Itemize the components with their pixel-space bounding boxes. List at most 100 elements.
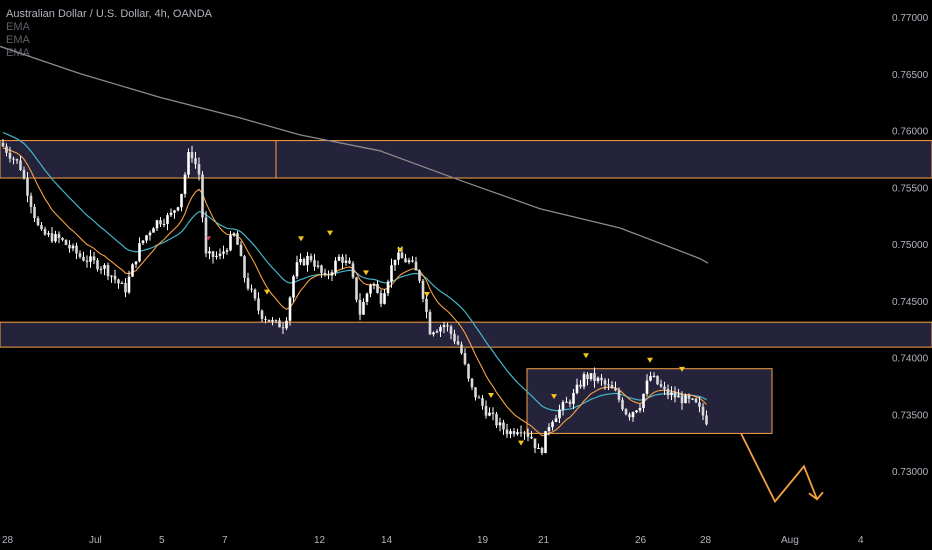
candle-body — [288, 297, 292, 321]
candle-body — [54, 234, 57, 242]
projection-arrowhead — [808, 491, 824, 501]
y-tick-label: 0.73000 — [892, 467, 929, 478]
candle-body — [558, 409, 561, 419]
candle-body — [337, 256, 341, 261]
candle-body — [579, 384, 582, 387]
candle-body — [621, 399, 624, 410]
fractal-marker — [424, 291, 430, 297]
candle-body — [201, 174, 204, 218]
candle-body — [428, 311, 432, 335]
candle-body — [176, 207, 180, 211]
candle-body — [110, 275, 113, 277]
candle-body — [491, 412, 495, 414]
candle-body — [40, 225, 43, 230]
candle-body — [236, 233, 239, 245]
candle-body — [673, 392, 677, 398]
candle-body — [680, 395, 684, 404]
y-tick-label: 0.74000 — [892, 354, 929, 365]
candle-body — [659, 384, 663, 387]
candle-body — [547, 427, 551, 432]
y-axis[interactable]: 0.77000 0.76500 0.76000 0.75500 0.75000 0.745… — [892, 13, 929, 478]
x-tick-label: Aug — [781, 535, 799, 546]
candle-body — [670, 392, 673, 396]
candle-body — [456, 341, 460, 345]
candle-body — [215, 255, 218, 257]
candle-body — [631, 412, 635, 418]
candle-body — [523, 432, 526, 434]
markers-layer — [206, 230, 685, 446]
candle-body — [698, 402, 701, 407]
candle-body — [355, 277, 358, 300]
candle-body — [309, 255, 313, 261]
y-tick-label: 0.76000 — [892, 127, 929, 138]
candle-body — [526, 433, 530, 437]
candle-body — [302, 258, 306, 266]
x-tick-label: 19 — [477, 535, 489, 546]
y-tick-label: 0.77000 — [892, 13, 929, 24]
candle-body — [64, 239, 68, 245]
candle-body — [533, 438, 537, 449]
x-tick-label: 21 — [538, 535, 550, 546]
y-tick-label: 0.73500 — [892, 410, 929, 421]
candle-body — [15, 159, 19, 161]
candle-body — [383, 293, 386, 304]
candle-body — [260, 310, 264, 319]
candle-body — [652, 375, 656, 377]
candle-body — [351, 263, 355, 278]
candles-layer — [1, 139, 708, 456]
candle-body — [446, 325, 449, 327]
candle-body — [645, 380, 649, 394]
x-axis[interactable]: 28 Jul 5 7 12 14 19 21 26 28 Aug 4 — [2, 535, 864, 546]
candle-body — [159, 220, 162, 225]
candle-body — [505, 429, 509, 434]
candle-body — [68, 244, 71, 249]
candle-body — [131, 264, 134, 277]
candle-body — [75, 245, 78, 254]
candle-body — [225, 250, 229, 252]
candle-body — [666, 389, 670, 396]
candle-body — [705, 415, 708, 425]
candle-body — [124, 282, 127, 293]
candle-body — [418, 270, 421, 281]
candle-body — [642, 393, 645, 409]
x-tick-label: 4 — [858, 535, 864, 546]
candle-body — [439, 327, 442, 332]
candle-body — [169, 212, 173, 216]
x-tick-label: 7 — [222, 535, 228, 546]
candle-body — [197, 164, 201, 175]
candle-body — [57, 234, 61, 238]
candle-body — [127, 276, 131, 293]
candle-body — [257, 298, 260, 311]
candle-body — [316, 265, 320, 267]
candle-body — [327, 274, 330, 276]
candle-body — [435, 331, 439, 333]
candle-body — [607, 384, 610, 386]
candle-body — [134, 261, 138, 265]
candle-body — [229, 235, 232, 251]
candle-body — [414, 261, 418, 271]
candle-body — [113, 275, 117, 280]
candle-body — [540, 448, 544, 454]
fractal-marker — [551, 394, 557, 400]
candle-body — [239, 244, 243, 257]
fractal-marker — [679, 366, 685, 372]
candle-body — [264, 318, 267, 320]
candle-body — [488, 412, 491, 416]
candle-body — [92, 256, 96, 261]
candle-body — [313, 260, 316, 267]
fractal-marker — [518, 440, 524, 446]
fractal-marker — [647, 357, 653, 363]
candle-body — [152, 228, 155, 233]
candle-body — [603, 380, 607, 385]
x-tick-label: 28 — [2, 535, 14, 546]
candle-body — [568, 401, 572, 404]
candle-body — [208, 251, 211, 254]
candle-body — [421, 280, 425, 299]
candle-body — [243, 256, 246, 278]
candle-body — [61, 237, 64, 240]
candle-body — [292, 276, 295, 298]
ema-fast-line — [2, 147, 707, 437]
candle-body — [218, 253, 222, 256]
candle-body — [295, 262, 299, 277]
